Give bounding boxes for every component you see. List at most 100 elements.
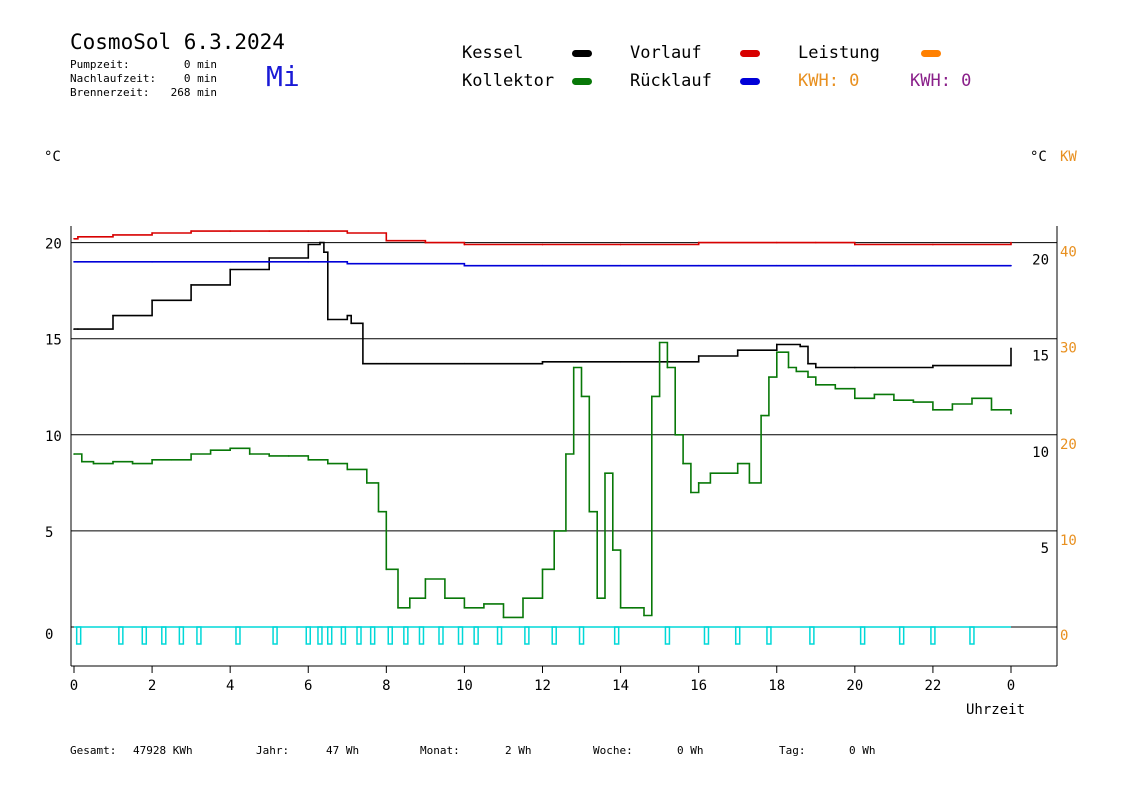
series-point-kollektor — [73, 453, 75, 455]
series-point-kollektor — [229, 447, 231, 450]
series-point-kollektor — [112, 460, 114, 463]
pump-pulse — [305, 626, 311, 645]
pump-pulse — [178, 626, 185, 645]
legend-kessel-label: Kessel — [462, 43, 524, 63]
series-point-kollektor — [721, 472, 723, 475]
page-title: CosmoSol 6.3.2024 — [70, 30, 285, 54]
x-tick-label: 16 — [690, 678, 707, 694]
series-point-ruecklauf — [73, 261, 75, 263]
series-point-ruecklauf — [346, 262, 349, 265]
series-point-kessel — [932, 364, 934, 367]
series-point-kessel — [229, 268, 231, 271]
series-line-kollektor — [74, 341, 1012, 619]
right-axis-unit-c: °C — [1030, 149, 1047, 165]
footer-jahr-label: Jahr: — [256, 744, 290, 757]
pump-pulse — [898, 626, 905, 645]
series-point-kollektor — [658, 341, 661, 344]
pump-pulse — [418, 626, 425, 645]
series-point-kollektor — [408, 597, 411, 599]
legend-kollektor-swatch — [572, 78, 592, 85]
series-point-kollektor — [775, 351, 778, 353]
y-right-kw-tick-label: 10 — [1060, 533, 1077, 549]
series-point-kessel — [307, 243, 310, 246]
series-point-kollektor — [787, 366, 790, 369]
series-point-kollektor — [807, 376, 809, 378]
series-point-vorlauf — [854, 243, 856, 246]
series-point-kollektor — [893, 399, 895, 402]
legend-ruecklauf-label: Rücklauf — [630, 71, 712, 91]
series-point-kollektor — [631, 606, 634, 609]
series-point-kessel — [268, 257, 271, 259]
stat-nachlaufzeit-label: Nachlaufzeit: — [70, 72, 157, 85]
series-point-ruecklauf — [697, 264, 700, 267]
pump-pulse — [524, 626, 530, 645]
y-left-tick-label: 10 — [45, 429, 62, 445]
series-point-kollektor — [92, 462, 95, 465]
stat-nachlaufzeit-value: 0 min — [183, 72, 217, 85]
y-left-tick-label: 0 — [45, 627, 53, 643]
series-line-kessel — [74, 241, 1012, 369]
pump-pulse — [930, 626, 936, 645]
series-point-kessel — [814, 366, 817, 369]
series-point-kessel — [151, 299, 153, 302]
pump-pulse — [613, 626, 620, 645]
series-point-kollektor — [990, 409, 993, 411]
series-point-kollektor — [307, 458, 310, 461]
series-point-kollektor — [611, 549, 614, 551]
series-point-kollektor — [190, 453, 192, 455]
footer-tag-value: 0 Wh — [849, 744, 876, 757]
footer-woche-label: Woche: — [593, 744, 633, 757]
series-point-kessel — [775, 343, 778, 346]
series-point-vorlauf — [932, 243, 934, 246]
legend-leistung-swatch — [921, 50, 941, 57]
series-point-vorlauf — [619, 243, 622, 246]
series-point-kollektor — [588, 510, 591, 513]
pump-pulse — [161, 626, 167, 645]
y-right-kw-tick-label: 20 — [1060, 437, 1077, 453]
series-point-kollektor — [565, 453, 567, 455]
x-tick-label: 4 — [226, 678, 234, 694]
series-point-kollektor — [795, 370, 798, 373]
legend-kollektor-label: Kollektor — [462, 71, 555, 91]
left-axis-unit: °C — [44, 149, 61, 165]
series-point-kessel — [463, 362, 466, 365]
x-tick-label: 8 — [382, 678, 390, 694]
series-point-vorlauf — [268, 230, 271, 232]
legend-ruecklauf-swatch — [740, 78, 760, 85]
series-point-kollektor — [709, 472, 712, 475]
y-left-tick-label: 5 — [45, 525, 53, 541]
series-point-ruecklauf — [1010, 264, 1012, 267]
x-axis-label: Uhrzeit — [966, 702, 1026, 718]
pump-pulse — [703, 626, 710, 645]
pump-pulse — [734, 626, 741, 645]
series-point-vorlauf — [229, 230, 231, 232]
series-point-kollektor — [619, 606, 622, 609]
series-point-ruecklauf — [463, 264, 466, 267]
series-point-kollektor — [854, 397, 856, 400]
pump-pulse — [356, 626, 362, 645]
footer-jahr-value: 47 Wh — [326, 744, 360, 757]
series-point-kollektor — [346, 468, 349, 471]
series-point-kessel — [112, 314, 114, 317]
series-point-vorlauf — [112, 234, 114, 236]
series-point-kollektor — [604, 472, 606, 475]
x-tick-label: 18 — [768, 678, 785, 694]
series-point-kollektor — [397, 606, 399, 609]
series-point-vorlauf — [307, 230, 310, 232]
series-point-kessel — [385, 362, 388, 365]
chart-axes — [70, 226, 1058, 667]
x-tick-label: 12 — [534, 678, 551, 694]
series-point-ruecklauf — [151, 261, 153, 263]
series-point-ruecklauf — [775, 264, 778, 267]
series-point-kessel — [323, 251, 325, 254]
series-point-kessel — [799, 345, 801, 348]
legend-kwh-orange: KWH: 0 — [798, 71, 860, 91]
x-tick-label: 6 — [304, 678, 312, 694]
pump-pulse — [457, 626, 464, 645]
series-point-vorlauf — [775, 241, 778, 244]
legend-vorlauf-label: Vorlauf — [630, 43, 702, 63]
series-point-kollektor — [651, 395, 653, 398]
y-right-kw-tick-label: 30 — [1060, 341, 1077, 357]
series-point-kollektor — [553, 530, 556, 532]
series-point-kollektor — [951, 403, 954, 405]
